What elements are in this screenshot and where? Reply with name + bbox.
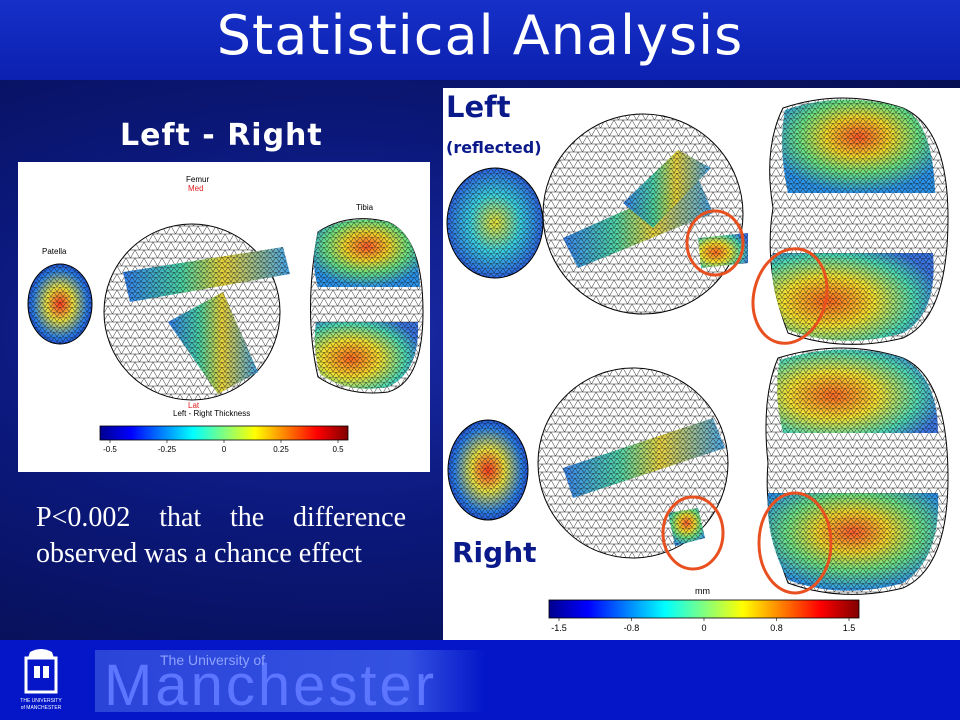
- tibia-map: [310, 218, 424, 394]
- tibia-label: Tibia: [356, 203, 374, 212]
- left-label: Left: [446, 90, 511, 124]
- left-right-maps-figure: mm -1.5 -0.8 0 0.8 1.5: [443, 88, 960, 640]
- femur-label: Femur: [186, 175, 209, 184]
- difference-figure: Patella Femur Med Lat Tibia Left - Right…: [18, 162, 430, 472]
- right-tibia-map: [765, 347, 949, 595]
- mm-colorbar-tick-label: 0.8: [770, 623, 783, 633]
- mm-colorbar: [548, 599, 860, 619]
- difference-colorbar: [99, 425, 349, 441]
- lat-label: Lat: [188, 401, 200, 410]
- p-value-statement: P<0.002 that the difference observed was…: [36, 502, 406, 569]
- left-tibia-highlight-circle: [751, 247, 829, 345]
- mm-colorbar-tick-label: 1.5: [843, 623, 856, 633]
- mm-colorbar-tick-label: 0: [701, 623, 706, 633]
- femur-map: [103, 223, 290, 401]
- mm-colorbar-tick-label: -0.8: [624, 623, 640, 633]
- reflected-label: (reflected): [446, 138, 542, 157]
- patella-label: Patella: [42, 247, 67, 256]
- mm-colorbar-tick-label: -1.5: [551, 623, 567, 633]
- patella-map: [27, 263, 93, 345]
- university-crest: THE UNIVERSITY of MANCHESTER: [10, 646, 72, 716]
- left-tibia-map: [769, 97, 949, 345]
- right-femur-map: [537, 367, 729, 559]
- med-label: Med: [188, 184, 204, 193]
- difference-colorbar-tick-label: -0.5: [103, 445, 117, 454]
- right-patella-map: [447, 419, 529, 521]
- difference-colorbar-tick-label: 0.25: [273, 445, 289, 454]
- slide-title: Statistical Analysis: [216, 4, 744, 67]
- footer-wordmark-band: [95, 650, 485, 712]
- crest-caption-2: of MANCHESTER: [21, 705, 62, 711]
- university-prefix: The University of: [160, 652, 266, 668]
- difference-colorbar-title: Left - Right Thickness: [173, 409, 250, 418]
- crest-caption-1: THE UNIVERSITY: [20, 698, 62, 704]
- right-tibia-highlight-circle: [757, 491, 833, 595]
- difference-colorbar-tick-label: -0.25: [158, 445, 177, 454]
- title-bar: [0, 0, 960, 80]
- right-label: Right: [452, 536, 537, 569]
- right-femur-highlight-circle: [661, 495, 725, 571]
- left-femur-map: [542, 113, 748, 315]
- left-patella-map: [446, 167, 544, 279]
- mm-colorbar-unit: mm: [695, 586, 710, 596]
- left-minus-right-heading: Left - Right: [120, 118, 323, 153]
- difference-colorbar-tick-label: 0: [222, 445, 227, 454]
- left-femur-highlight-circle: [685, 209, 745, 277]
- university-wordmark: Manchester: [104, 653, 438, 718]
- difference-colorbar-tick-label: 0.5: [332, 445, 344, 454]
